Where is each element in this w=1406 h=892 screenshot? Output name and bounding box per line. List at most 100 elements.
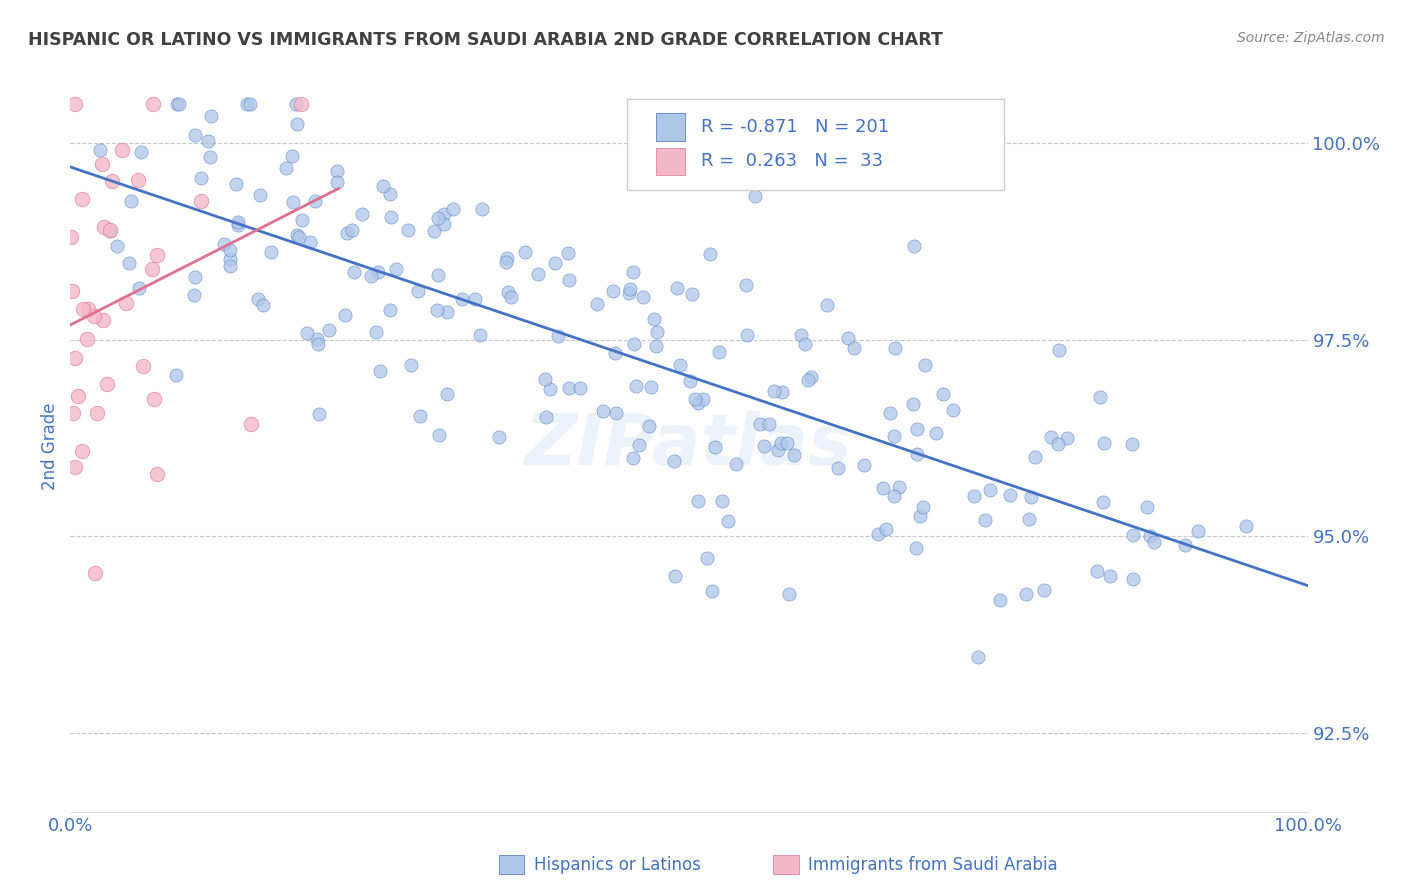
Point xyxy=(724,457,747,471)
Point xyxy=(790,328,813,343)
Point xyxy=(96,377,118,392)
Point xyxy=(167,96,190,111)
Point xyxy=(744,189,766,203)
Point xyxy=(290,96,312,111)
Point xyxy=(627,438,650,452)
Point xyxy=(436,387,458,401)
Point xyxy=(734,277,756,292)
Point xyxy=(433,217,456,231)
Point xyxy=(427,427,450,442)
Point xyxy=(1122,572,1144,586)
Point xyxy=(260,244,283,259)
Point xyxy=(83,310,105,324)
Point xyxy=(219,252,242,267)
Point xyxy=(842,341,865,355)
Point xyxy=(62,406,84,420)
Point xyxy=(496,285,519,299)
Point xyxy=(114,296,136,310)
Point xyxy=(637,419,659,434)
Point xyxy=(766,442,789,457)
Point xyxy=(966,649,988,664)
Point xyxy=(100,224,122,238)
Text: Source: ZipAtlas.com: Source: ZipAtlas.com xyxy=(1237,31,1385,45)
Point xyxy=(686,494,709,508)
Point xyxy=(707,345,730,359)
Point xyxy=(1015,587,1038,601)
Point xyxy=(911,500,934,515)
Point xyxy=(70,192,93,206)
Point xyxy=(378,303,401,318)
Point xyxy=(427,268,450,282)
Point xyxy=(183,288,205,302)
Point xyxy=(910,509,932,524)
Point xyxy=(783,448,806,462)
Point xyxy=(645,339,668,353)
Point xyxy=(914,358,936,372)
Point xyxy=(495,255,517,269)
Text: HISPANIC OR LATINO VS IMMIGRANTS FROM SAUDI ARABIA 2ND GRADE CORRELATION CHART: HISPANIC OR LATINO VS IMMIGRANTS FROM SA… xyxy=(28,31,943,49)
Point xyxy=(800,370,823,384)
Point xyxy=(373,178,395,193)
Point xyxy=(998,487,1021,501)
Text: R =  0.263   N =  33: R = 0.263 N = 33 xyxy=(702,153,883,170)
Point xyxy=(132,359,155,373)
Point xyxy=(1032,583,1054,598)
Point xyxy=(640,380,662,394)
Point xyxy=(89,144,111,158)
Point xyxy=(299,235,322,249)
Point xyxy=(963,489,986,503)
Point xyxy=(145,467,167,482)
Point xyxy=(602,284,624,298)
Point xyxy=(190,194,212,208)
Point xyxy=(568,381,591,395)
Point xyxy=(70,443,93,458)
Point xyxy=(128,281,150,295)
Point xyxy=(129,145,152,159)
Point xyxy=(619,285,641,300)
Point xyxy=(1088,390,1111,404)
Point xyxy=(183,269,205,284)
Point xyxy=(681,287,703,301)
Point xyxy=(1122,528,1144,542)
FancyBboxPatch shape xyxy=(627,99,1004,190)
Point xyxy=(65,460,87,475)
Point xyxy=(59,230,82,244)
Point xyxy=(631,290,654,304)
Point xyxy=(249,188,271,202)
Point xyxy=(592,404,614,418)
Point xyxy=(308,407,330,421)
Point xyxy=(226,219,249,233)
Point xyxy=(932,387,955,401)
Point xyxy=(558,273,581,287)
Bar xyxy=(655,147,685,176)
Point xyxy=(367,265,389,279)
Point xyxy=(735,327,758,342)
Point xyxy=(692,392,714,407)
Point xyxy=(1139,529,1161,543)
Point xyxy=(699,247,721,261)
Point xyxy=(973,513,995,527)
Point xyxy=(853,458,876,472)
Point xyxy=(451,292,474,306)
Point xyxy=(235,96,257,111)
Point xyxy=(118,256,141,270)
Point xyxy=(1136,500,1159,514)
Point xyxy=(98,223,121,237)
Point xyxy=(770,436,793,450)
Point xyxy=(905,447,928,461)
Point xyxy=(762,384,785,399)
Point xyxy=(305,332,328,346)
Point xyxy=(422,224,444,238)
Text: Hispanics or Latinos: Hispanics or Latinos xyxy=(534,856,702,874)
Point xyxy=(704,440,727,454)
Point xyxy=(326,175,349,189)
Point xyxy=(385,261,408,276)
Point xyxy=(146,248,169,262)
Point xyxy=(837,331,859,345)
Point xyxy=(990,593,1012,607)
Text: Immigrants from Saudi Arabia: Immigrants from Saudi Arabia xyxy=(808,856,1059,874)
Point xyxy=(776,436,799,450)
Point xyxy=(307,337,329,351)
Point xyxy=(141,262,163,277)
Point xyxy=(93,219,115,234)
